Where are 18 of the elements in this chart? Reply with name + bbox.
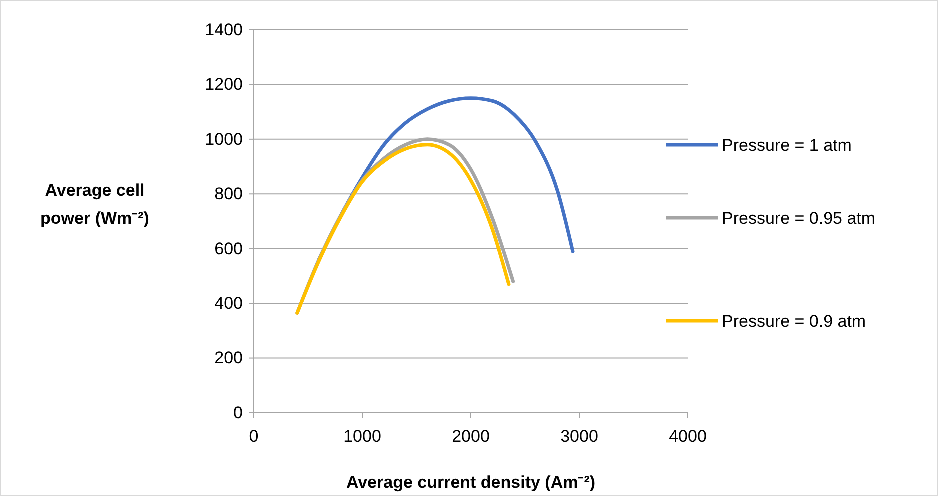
y-tick-label: 200: [214, 348, 243, 368]
y-tick-label: 1200: [205, 75, 243, 94]
y-tick-label: 1400: [205, 20, 243, 40]
y-tick-label: 400: [214, 294, 243, 314]
x-tick-label: 2000: [452, 427, 490, 446]
x-tick-label: 0: [249, 427, 259, 446]
y-tick-label: 800: [214, 184, 243, 204]
x-axis-title: Average current density (Am⁻²): [346, 473, 596, 492]
y-tick-label: 1000: [205, 130, 243, 149]
y-tick-label: 0: [234, 403, 243, 422]
legend-label: Pressure = 0.95 atm: [722, 209, 876, 228]
x-tick-label: 1000: [344, 427, 382, 446]
y-tick-label: 600: [214, 239, 243, 258]
x-tick-label: 4000: [669, 427, 707, 446]
y-axis-title: Average cell power (Wm⁻²): [40, 181, 150, 228]
legend-label: Pressure = 1 atm: [722, 136, 852, 155]
x-tick-label: 3000: [560, 427, 598, 446]
legend-label: Pressure = 0.9 atm: [722, 312, 866, 331]
